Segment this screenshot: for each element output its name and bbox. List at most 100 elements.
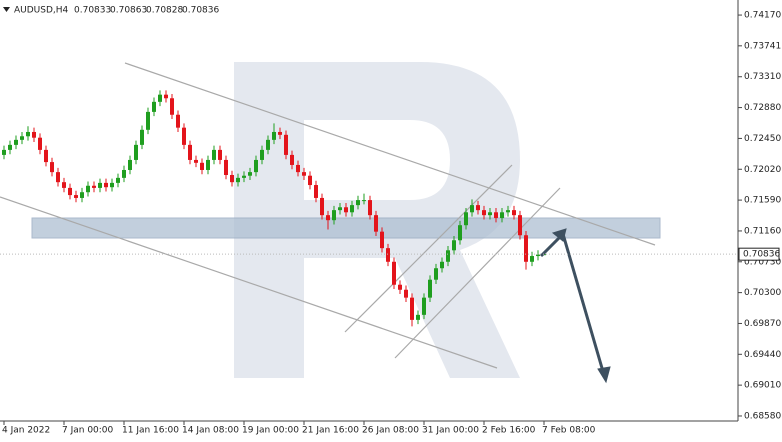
- x-tick-label: 4 Jan 2022: [2, 426, 50, 436]
- candle-body: [296, 164, 300, 173]
- candle-body: [224, 159, 228, 175]
- y-tick-label: 0.68580: [744, 411, 781, 421]
- candle-body: [248, 172, 252, 176]
- candle-body: [8, 144, 12, 150]
- candle-body: [506, 210, 510, 213]
- y-tick-label: 0.73310: [744, 72, 781, 82]
- candle-body: [14, 139, 18, 145]
- candle-body: [410, 297, 414, 320]
- candle-body: [116, 177, 120, 183]
- y-tick-label: 0.69440: [744, 350, 781, 360]
- y-tick-label: 0.71160: [744, 226, 781, 236]
- candle-body: [110, 182, 114, 188]
- bar-high: 0.70863: [110, 6, 147, 16]
- x-tick-label: 14 Jan 08:00: [182, 426, 239, 436]
- y-tick-label: 0.71590: [744, 196, 781, 206]
- candle-body: [266, 139, 270, 150]
- candle-body: [392, 261, 396, 285]
- candle-body: [188, 144, 192, 160]
- y-tick-label: 0.72020: [744, 165, 781, 175]
- candle-body: [536, 254, 540, 257]
- candle-body: [446, 250, 450, 262]
- menu-triangle: [3, 7, 10, 12]
- candle-body: [290, 154, 294, 165]
- candle-body: [308, 175, 312, 186]
- candle-body: [302, 172, 306, 176]
- bar-open: 0.70833: [74, 6, 111, 16]
- candle-body: [482, 210, 486, 216]
- candle-body: [26, 131, 30, 137]
- candle-body: [68, 187, 72, 196]
- candle-body: [158, 94, 162, 102]
- candle-body: [374, 215, 378, 232]
- candle-body: [440, 261, 444, 269]
- candle-body: [50, 162, 54, 173]
- rising-channel-upper: [344, 164, 513, 333]
- price-tag-label: 0.70836: [743, 250, 780, 260]
- candle-body: [182, 127, 186, 145]
- candle-body: [236, 177, 240, 183]
- y-tick-label: 0.74170: [744, 11, 781, 21]
- candle-body: [428, 279, 432, 298]
- candle-body: [122, 169, 126, 178]
- candle-body: [416, 314, 420, 320]
- x-tick-label: 2 Feb 16:00: [482, 426, 536, 436]
- y-tick-label: 0.72450: [744, 134, 781, 144]
- candle-body: [278, 131, 282, 135]
- candle-body: [368, 200, 372, 216]
- candle-body: [80, 192, 84, 198]
- arrowhead-up: [551, 228, 567, 242]
- candle-body: [404, 289, 408, 298]
- candle-body: [242, 175, 246, 178]
- candle-body: [452, 240, 456, 251]
- rising-channel-lower: [394, 187, 561, 359]
- candle-body: [320, 197, 324, 216]
- candle-body: [362, 200, 366, 202]
- candle-body: [38, 137, 42, 150]
- candle-body: [200, 162, 204, 170]
- candle-body: [326, 215, 330, 221]
- candle-body: [170, 98, 174, 115]
- trend-lines: [0, 62, 656, 369]
- candle-body: [380, 231, 384, 249]
- arrowhead-down: [597, 366, 611, 384]
- channel-upper: [124, 62, 656, 246]
- candle-body: [98, 182, 102, 188]
- candle-body: [350, 205, 354, 213]
- candle-body: [422, 297, 426, 315]
- candles: [2, 90, 546, 327]
- candle-body: [470, 205, 474, 213]
- candle-body: [86, 185, 90, 193]
- support-zone: [31, 217, 661, 239]
- x-tick-label: 31 Jan 00:00: [422, 426, 479, 436]
- y-tick-label: 0.70300: [744, 288, 781, 298]
- candle-body: [134, 144, 138, 160]
- candle-body: [56, 172, 60, 183]
- candle-body: [284, 134, 288, 155]
- candle-body: [476, 205, 480, 211]
- candle-body: [2, 149, 6, 155]
- candle-body: [146, 111, 150, 130]
- candle-body: [230, 174, 234, 183]
- candle-body: [212, 149, 216, 160]
- candle-body: [140, 129, 144, 145]
- x-tick-label: 19 Jan 00:00: [242, 426, 299, 436]
- candle-body: [254, 159, 258, 173]
- bar-low: 0.70828: [146, 6, 183, 16]
- candle-body: [176, 114, 180, 128]
- candle-body: [314, 185, 318, 198]
- candle-body: [398, 284, 402, 290]
- candle-body: [434, 268, 438, 280]
- candle-body: [458, 225, 462, 241]
- candle-body: [128, 159, 132, 170]
- forecast-arrows: [539, 228, 611, 384]
- candle-body: [206, 159, 210, 170]
- candle-body: [518, 215, 522, 236]
- x-tick-label: 7 Jan 00:00: [62, 426, 114, 436]
- y-tick-label: 0.70730: [744, 257, 781, 267]
- bar-close: 0.70836: [182, 6, 219, 16]
- candle-body: [218, 149, 222, 160]
- candle-body: [344, 207, 348, 213]
- candle-body: [44, 149, 48, 163]
